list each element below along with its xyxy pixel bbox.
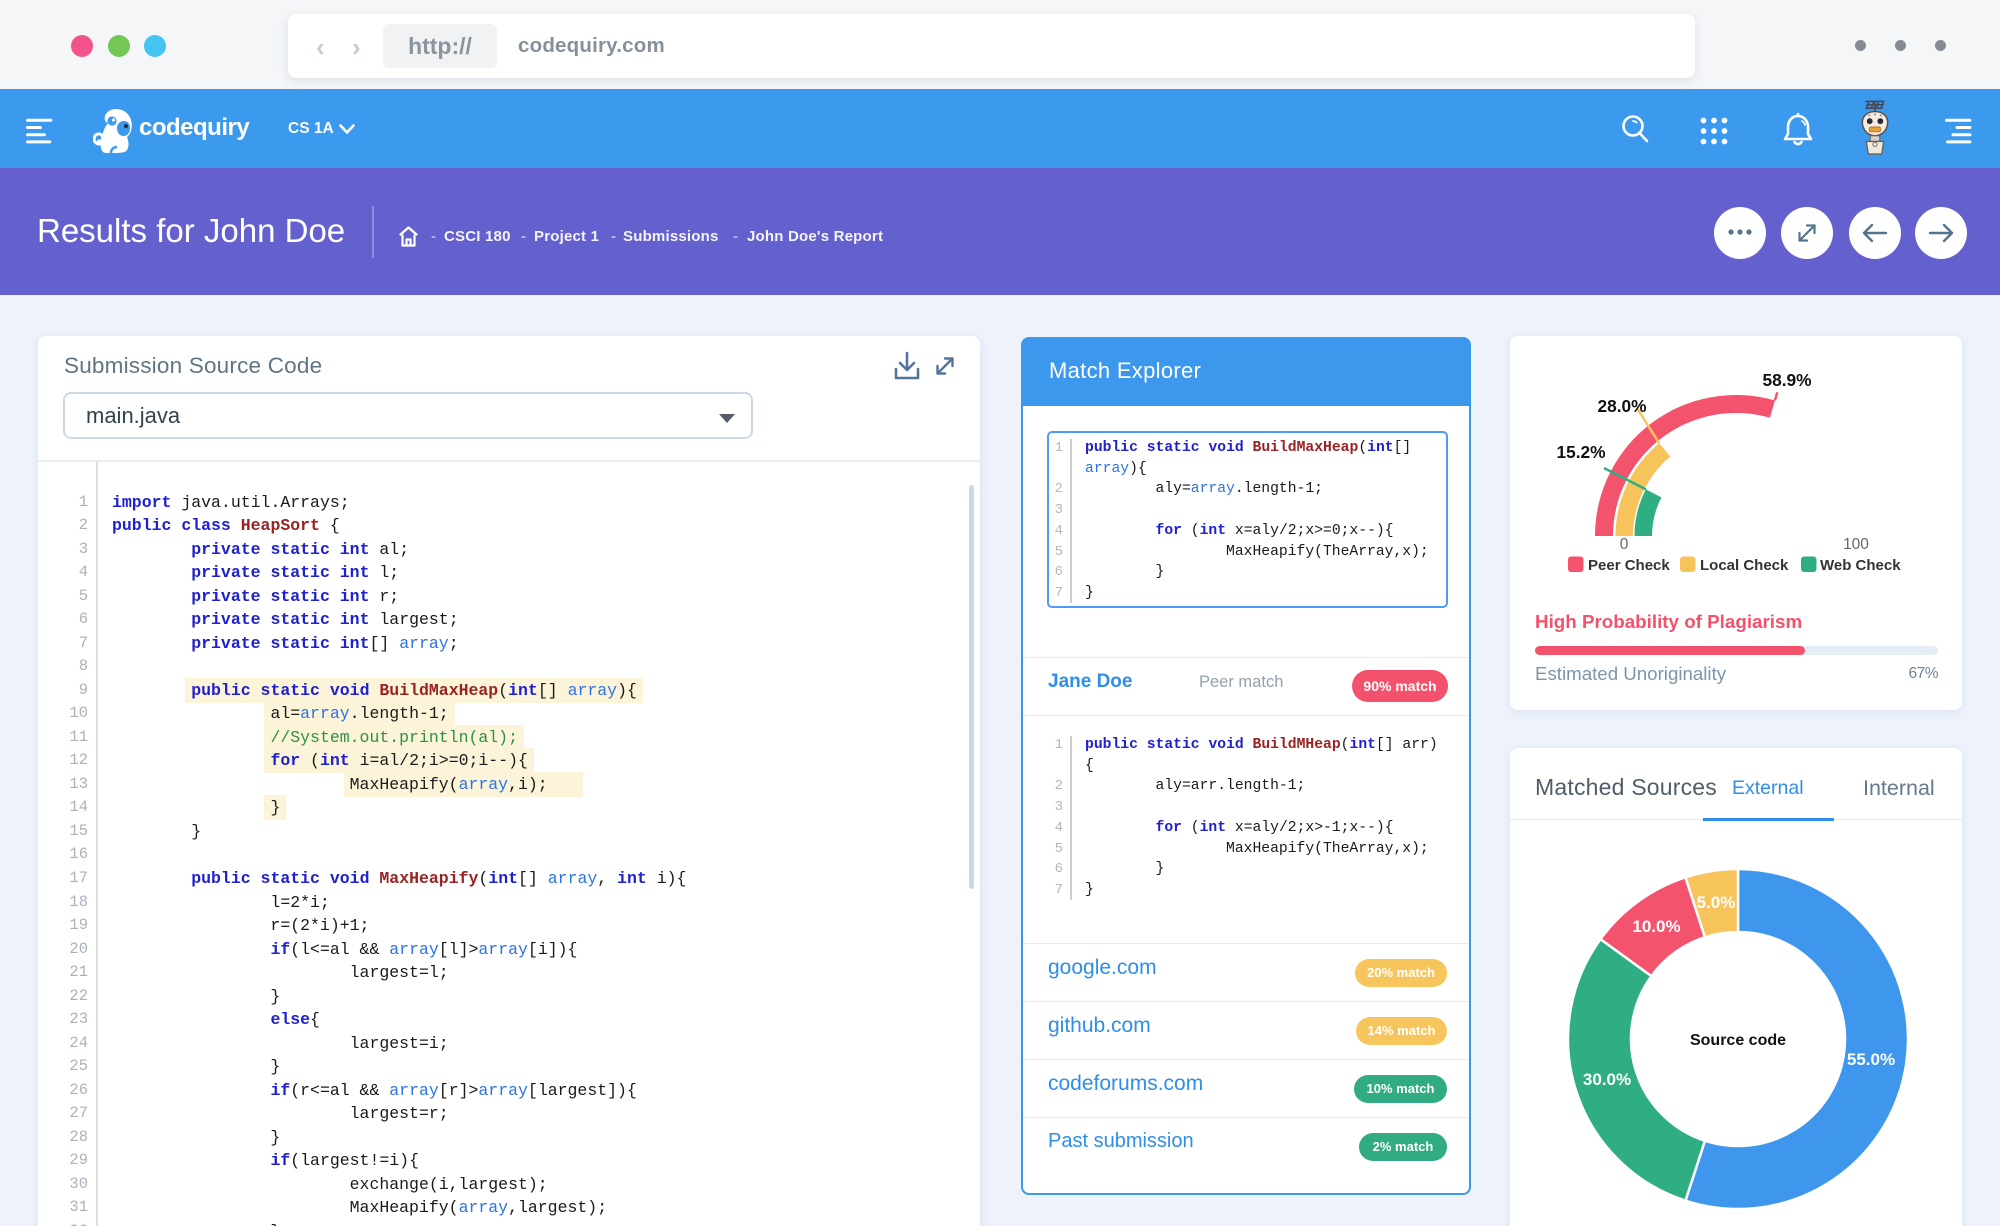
- svg-text:Peer Check: Peer Check: [1588, 557, 1670, 574]
- svg-text:15.2%: 15.2%: [1556, 442, 1605, 462]
- svg-text:Source code: Source code: [1690, 1032, 1786, 1049]
- svg-text:0: 0: [1620, 536, 1629, 553]
- svg-text:100: 100: [1843, 536, 1869, 553]
- svg-text:55.0%: 55.0%: [1847, 1050, 1895, 1069]
- svg-text:28.0%: 28.0%: [1597, 396, 1646, 416]
- svg-text:30.0%: 30.0%: [1583, 1070, 1631, 1089]
- svg-text:10.0%: 10.0%: [1632, 917, 1680, 936]
- svg-text:58.9%: 58.9%: [1762, 370, 1811, 390]
- svg-text:Web Check: Web Check: [1820, 557, 1901, 574]
- svg-text:5.0%: 5.0%: [1697, 893, 1736, 912]
- svg-text:Local Check: Local Check: [1700, 557, 1789, 574]
